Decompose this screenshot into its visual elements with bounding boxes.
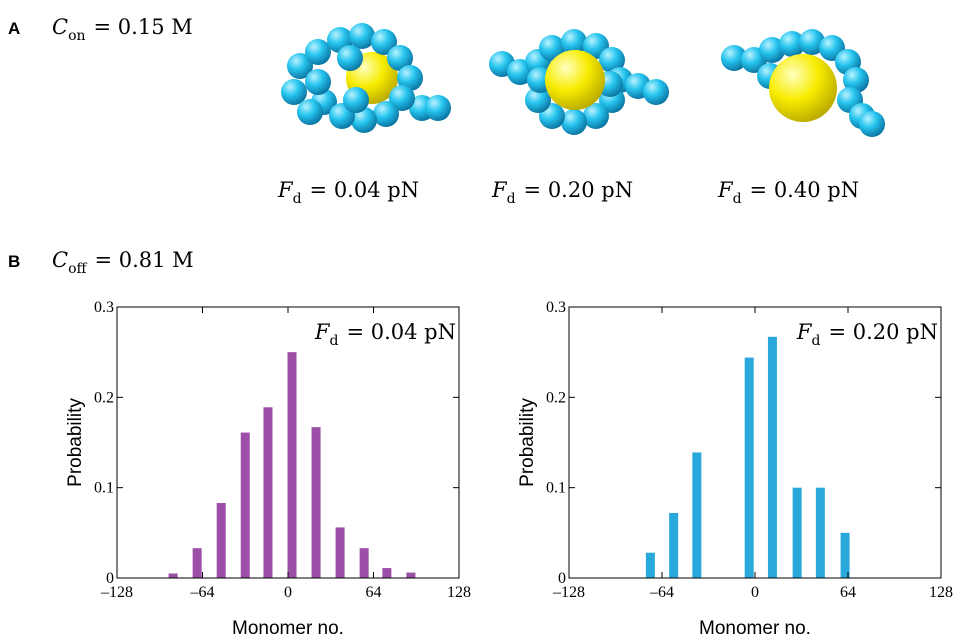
snapshot-label: Fd = 0.40 pN [717,178,859,207]
snapshots [281,23,885,137]
bead [305,69,331,95]
bead [643,79,669,105]
text: = 0.04 pN [310,178,420,202]
bar [336,527,345,578]
bead [859,111,885,137]
condition: Coff = 0.81 M [52,248,194,277]
symbol: F [796,320,813,344]
y-tick-label: 0.1 [546,480,566,497]
text: = 0.15 M [94,15,193,39]
bar [406,573,415,578]
bar [263,407,272,578]
annotation: Fd = 0.04 pN [314,320,456,349]
subscript: d [507,191,516,207]
bead [373,101,399,127]
x-tick-label: –64 [649,584,674,601]
bar [312,427,321,578]
text: = 0.20 pN [828,320,938,344]
particle [545,50,605,110]
y-axis-label: Probability [517,398,538,487]
bead [561,109,587,135]
bar [745,358,754,578]
condition: Con = 0.15 M [52,15,193,44]
symbol: F [717,178,734,202]
y-tick-label: 0.2 [94,389,114,406]
bar [816,488,825,578]
y-tick-label: 0.1 [94,480,114,497]
y-tick-label: 0.3 [94,299,114,316]
bar [288,352,297,578]
symbol: F [277,178,294,202]
subscript: d [330,333,339,349]
text: = 0.40 pN [750,178,860,202]
plot-frame [569,307,941,578]
bar [169,573,178,578]
bar [382,568,391,578]
bead [425,95,451,121]
subscript: d [812,333,821,349]
bar [793,488,802,578]
panel-label: A [8,19,20,38]
subscript: off [68,261,87,277]
x-tick-label: 128 [447,584,471,601]
x-tick-label: –128 [552,584,585,601]
symbol: C [52,15,68,39]
x-tick-label: 128 [929,584,953,601]
y-tick-label: 0.3 [546,299,566,316]
bead [337,45,363,71]
text: = 0.04 pN [346,320,456,344]
bar [841,533,850,578]
x-tick-label: 64 [366,584,382,601]
symbol: F [314,320,331,344]
subscript: d [733,191,742,207]
x-tick-label: 0 [751,584,759,601]
bead [305,39,331,65]
text: = 0.81 M [94,248,193,272]
x-tick-label: –64 [190,584,215,601]
text: = 0.20 pN [524,178,634,202]
particle [769,54,837,122]
bar [360,548,369,578]
y-axis-label: Probability [65,398,86,487]
y-tick-label: 0.2 [546,389,566,406]
snapshot-label: Fd = 0.04 pN [277,178,419,207]
subscript: d [293,191,302,207]
x-tick-label: –128 [100,584,133,601]
snapshot-label: Fd = 0.20 pN [491,178,633,207]
subscript: on [68,28,85,44]
bar [217,503,226,578]
bar [241,433,250,578]
bead [349,23,375,49]
symbol: C [52,248,68,272]
bar [768,337,777,578]
figure: A Con = 0.15 M Fd = 0.04 pN Fd = 0.20 pN Fd… [0,0,969,641]
x-axis-label: Monomer no. [699,618,811,639]
bar [669,513,678,578]
x-tick-label: 0 [284,584,292,601]
bar [646,553,655,578]
bar [692,452,701,578]
x-tick-label: 64 [840,584,856,601]
x-axis-label: Monomer no. [232,618,344,639]
bead [343,87,369,113]
bar [193,548,202,578]
bead [297,99,323,125]
panel-label: B [8,252,20,271]
symbol: F [491,178,508,202]
annotation: Fd = 0.20 pN [796,320,938,349]
